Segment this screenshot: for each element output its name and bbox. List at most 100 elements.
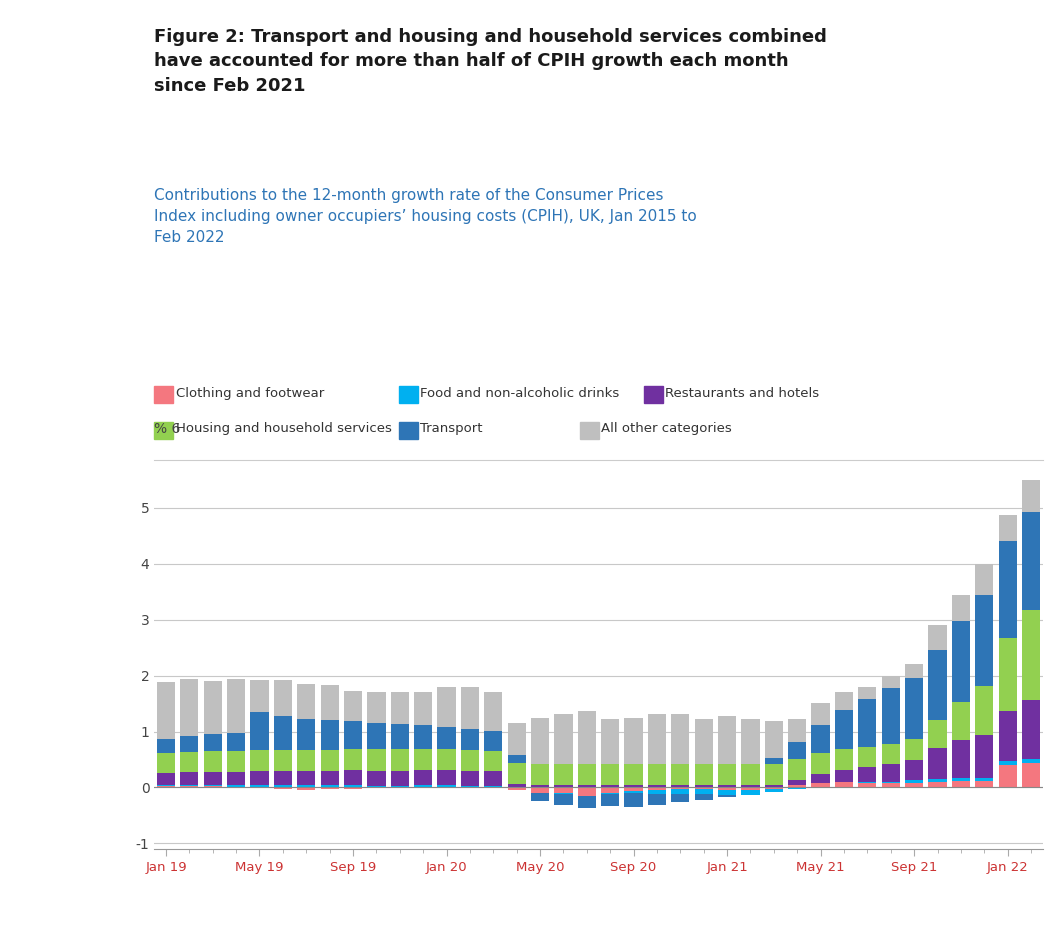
Bar xyxy=(461,750,479,771)
Bar xyxy=(929,781,947,787)
Bar xyxy=(554,794,572,805)
Bar xyxy=(742,784,760,787)
Bar xyxy=(156,739,176,753)
Bar xyxy=(437,727,455,749)
Bar xyxy=(625,764,643,784)
Bar xyxy=(648,784,666,787)
Bar xyxy=(765,784,783,787)
Bar xyxy=(695,787,713,789)
Bar xyxy=(929,720,947,749)
Bar xyxy=(929,650,947,720)
Bar xyxy=(320,720,338,750)
Bar xyxy=(929,626,947,650)
Bar xyxy=(297,785,315,787)
Bar xyxy=(812,783,830,787)
Bar xyxy=(742,790,760,794)
Bar xyxy=(671,789,689,794)
Bar xyxy=(250,750,268,771)
Bar xyxy=(203,681,222,734)
Bar xyxy=(320,787,338,789)
Bar xyxy=(718,764,736,784)
Bar xyxy=(742,764,760,784)
Bar xyxy=(508,784,526,787)
Bar xyxy=(203,784,222,786)
Bar xyxy=(788,785,807,787)
Bar xyxy=(859,687,877,699)
Bar xyxy=(648,790,666,794)
Bar xyxy=(180,784,199,786)
Bar xyxy=(812,774,830,783)
Bar xyxy=(788,779,807,785)
Bar xyxy=(578,796,596,808)
Bar xyxy=(250,712,268,750)
Bar xyxy=(344,770,362,785)
Bar xyxy=(390,786,409,787)
Bar xyxy=(297,750,315,771)
Bar xyxy=(905,760,924,780)
Bar xyxy=(273,750,292,771)
Bar xyxy=(344,721,362,749)
Bar xyxy=(531,764,549,784)
Bar xyxy=(297,684,315,719)
Bar xyxy=(554,764,572,784)
Bar xyxy=(788,719,807,742)
Bar xyxy=(461,786,479,787)
Bar xyxy=(859,767,877,782)
Bar xyxy=(835,692,853,710)
Bar xyxy=(695,719,713,764)
Bar xyxy=(367,692,385,722)
Text: Restaurants and hotels: Restaurants and hotels xyxy=(665,386,819,400)
Bar xyxy=(601,719,619,764)
Bar xyxy=(156,786,176,787)
Bar xyxy=(508,755,526,764)
Bar xyxy=(227,784,245,787)
Bar xyxy=(671,787,689,789)
Bar xyxy=(765,787,783,789)
Bar xyxy=(718,794,736,797)
Bar xyxy=(390,749,409,771)
Bar xyxy=(203,786,222,787)
Bar xyxy=(367,722,385,749)
Bar xyxy=(859,747,877,767)
Bar xyxy=(625,787,643,791)
Bar xyxy=(695,784,713,787)
Bar xyxy=(648,794,666,805)
Bar xyxy=(156,682,176,739)
Bar xyxy=(508,723,526,755)
Bar xyxy=(998,515,1017,541)
Bar xyxy=(344,691,362,721)
Bar xyxy=(718,784,736,787)
Bar xyxy=(788,759,807,779)
Bar xyxy=(180,736,199,752)
Bar xyxy=(905,780,924,783)
Bar xyxy=(835,710,853,749)
Bar xyxy=(998,765,1017,787)
Bar xyxy=(601,794,619,806)
Bar xyxy=(531,793,549,801)
Bar xyxy=(203,772,222,784)
Bar xyxy=(180,786,199,787)
Bar xyxy=(367,771,385,786)
Bar xyxy=(180,752,199,772)
Bar xyxy=(718,787,736,790)
Bar xyxy=(297,719,315,750)
Bar xyxy=(578,711,596,764)
Bar xyxy=(508,764,526,784)
Bar xyxy=(320,771,338,785)
Bar xyxy=(695,764,713,784)
Text: Contributions to the 12-month growth rate of the Consumer Prices
Index including: Contributions to the 12-month growth rat… xyxy=(154,188,697,245)
Bar xyxy=(250,680,268,712)
Bar xyxy=(998,541,1017,638)
Bar xyxy=(952,779,970,780)
Bar xyxy=(998,711,1017,761)
Bar xyxy=(671,764,689,784)
Bar xyxy=(367,749,385,771)
Bar xyxy=(203,734,222,750)
Bar xyxy=(882,783,900,787)
Bar xyxy=(461,771,479,786)
Bar xyxy=(484,692,502,731)
Bar xyxy=(625,793,643,807)
Bar xyxy=(320,785,338,787)
Bar xyxy=(1021,480,1041,512)
Bar xyxy=(484,786,502,787)
